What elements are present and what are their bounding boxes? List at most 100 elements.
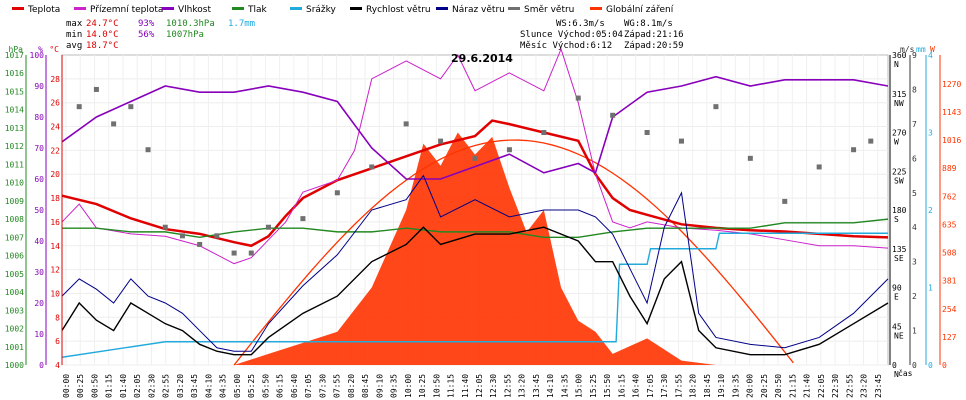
legend-label-0: Teplota (27, 5, 60, 15)
axis-percent-tick-0: 0 (39, 361, 44, 370)
x-tick-33: 13:45 (532, 374, 541, 398)
axis-celsius-tick-8: 20 (50, 170, 60, 179)
axis-direction-tick-7: 315 (892, 90, 907, 99)
direction-point-27 (816, 164, 822, 170)
legend-swatch-0 (12, 7, 24, 10)
x-tick-23: 09:35 (390, 374, 399, 398)
axis-mm-tick-1: 1 (928, 284, 933, 293)
axis-mm-tick-2: 2 (928, 206, 933, 215)
direction-point-12 (300, 216, 306, 222)
direction-point-2 (111, 121, 117, 127)
legend-label-8: Globální záření (606, 5, 674, 15)
x-tick-37: 15:25 (589, 374, 598, 398)
y-axes: hPa1000100110021003100410051006100710081… (5, 45, 962, 379)
x-axis-label: čas (898, 368, 913, 378)
axis-w-tick-1: 127 (942, 333, 957, 342)
axis-mm-tick-0: 0 (928, 361, 933, 370)
stat-min-label: min (66, 30, 82, 40)
axis-hpa-tick-8: 1008 (5, 215, 24, 224)
axis-ms-tick-1: 1 (912, 327, 917, 336)
x-tick-40: 16:40 (632, 374, 641, 398)
series-line-4 (61, 232, 888, 358)
stat-max-temp: 24.7°C (86, 19, 119, 29)
axis-w-tick-9: 1143 (942, 108, 961, 117)
x-tick-44: 18:20 (689, 374, 698, 398)
x-tick-52: 21:40 (803, 374, 812, 398)
direction-point-10 (248, 250, 254, 256)
axis-hpa-tick-10: 1010 (5, 179, 24, 188)
axis-ms-title: m/s (900, 45, 915, 54)
x-tick-4: 01:40 (119, 374, 128, 398)
x-tick-42: 17:30 (660, 374, 669, 398)
axis-percent-tick-3: 30 (34, 268, 44, 277)
direction-point-9 (231, 250, 237, 256)
stat-max-rain: 1.7mm (228, 19, 255, 29)
axis-hpa-tick-7: 1007 (5, 233, 24, 242)
axis-direction-compass-5: SW (894, 176, 904, 185)
axis-direction-compass-7: NW (894, 99, 904, 108)
axis-direction-tick-5: 225 (892, 167, 907, 176)
x-tick-6: 02:30 (147, 374, 156, 398)
x-tick-53: 22:05 (817, 374, 826, 398)
x-tick-55: 22:55 (845, 374, 854, 398)
axis-celsius-tick-4: 12 (50, 266, 60, 275)
x-tick-38: 15:50 (603, 374, 612, 398)
x-tick-20: 08:20 (347, 374, 356, 398)
axis-direction-compass-0: N (894, 370, 899, 379)
axis-hpa-tick-6: 1006 (5, 252, 24, 261)
axis-ms-tick-0: 0 (912, 361, 917, 370)
x-tick-16: 06:40 (290, 374, 299, 398)
x-tick-9: 03:45 (190, 374, 199, 398)
legend-swatch-4 (290, 7, 302, 10)
axis-celsius-tick-7: 18 (50, 194, 60, 203)
x-tick-7: 02:55 (162, 374, 171, 398)
direction-point-6 (179, 233, 185, 239)
x-tick-50: 20:50 (774, 374, 783, 398)
axis-celsius-title: °C (49, 45, 59, 54)
legend-swatch-3 (232, 7, 244, 10)
x-tick-12: 05:00 (233, 374, 242, 398)
series-line-3 (62, 218, 889, 239)
axis-ms-tick-2: 2 (912, 292, 917, 301)
axis-hpa-tick-1: 1001 (5, 343, 24, 352)
axis-hpa-tick-16: 1016 (5, 69, 24, 78)
series-line-2 (61, 75, 889, 180)
x-axis: 00:00 00:25 00:50 01:15 01:40 02:05 02:30 02:55… (62, 374, 883, 398)
direction-point-11 (266, 224, 271, 230)
x-tick-3: 01:15 (105, 374, 114, 398)
stat-sun-set: Západ:21:16 (624, 30, 684, 40)
stats-panel: max 24.7°C 93% 1010.3hPa 1.7mm min 14.0°… (66, 19, 684, 51)
axis-direction-tick-8: 360 (892, 51, 907, 60)
direction-point-29 (868, 138, 874, 144)
direction-point-8 (214, 233, 220, 239)
series-lines (61, 47, 889, 358)
series-wind-direction (76, 86, 874, 256)
axis-percent-tick-10: 100 (30, 51, 45, 60)
axis-ms-tick-9: 9 (912, 51, 917, 60)
x-tick-8: 03:20 (176, 374, 185, 398)
legend-label-7: Směr větru (524, 5, 574, 15)
direction-point-7 (197, 241, 203, 247)
direction-point-14 (369, 164, 375, 170)
x-tick-21: 08:45 (361, 374, 370, 398)
axis-direction-tick-2: 90 (892, 284, 902, 293)
axis-ms-tick-8: 8 (912, 85, 917, 94)
x-tick-13: 05:25 (247, 374, 256, 398)
direction-point-25 (747, 155, 753, 161)
axis-percent-tick-6: 60 (34, 175, 44, 184)
x-tick-31: 12:55 (503, 374, 512, 398)
direction-point-13 (334, 190, 340, 196)
axis-celsius-tick-2: 8 (55, 313, 60, 322)
stat-max-hum: 93% (138, 19, 155, 29)
axis-direction-compass-4: S (894, 215, 899, 224)
chart-title: 29.6.2014 (451, 52, 513, 65)
legend-swatch-5 (350, 7, 362, 10)
legend-swatch-8 (590, 7, 602, 10)
axis-celsius-tick-10: 24 (50, 123, 60, 132)
direction-point-1 (93, 86, 99, 92)
legend-swatch-1 (74, 7, 86, 10)
axis-w-tick-8: 1016 (942, 136, 961, 145)
x-tick-15: 06:15 (276, 374, 285, 398)
legend-label-6: Náraz větru (452, 5, 505, 15)
legend-label-3: Tlak (247, 5, 268, 15)
